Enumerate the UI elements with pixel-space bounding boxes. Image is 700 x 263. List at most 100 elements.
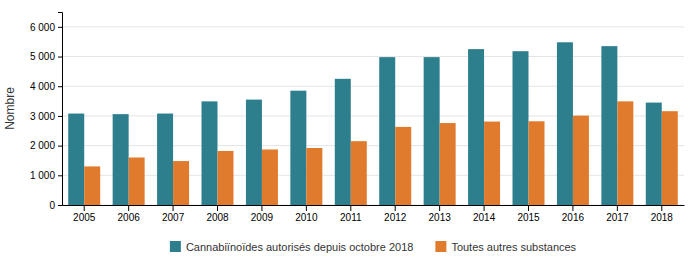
- bar: [468, 49, 484, 205]
- x-tick-label: 2009: [251, 212, 274, 223]
- x-tick-mark: [261, 205, 262, 211]
- legend-item: Toutes autres substances: [435, 241, 576, 253]
- bar: [529, 121, 545, 205]
- x-axis-line: [63, 205, 685, 206]
- x-tick-label: 2014: [473, 212, 496, 223]
- bar: [513, 51, 529, 205]
- bar: [662, 111, 678, 205]
- x-tick-mark: [350, 205, 351, 211]
- x-tick-mark: [217, 205, 218, 211]
- x-tick-label: 2016: [562, 212, 585, 223]
- x-tick-mark: [617, 205, 618, 211]
- x-tick: 2014: [473, 205, 496, 223]
- y-tick-mark: [58, 146, 62, 147]
- bar: [84, 166, 100, 205]
- bar: [129, 157, 145, 205]
- y-tick: 1 000: [30, 170, 62, 181]
- bar: [290, 91, 306, 205]
- y-tick-mark: [58, 116, 62, 117]
- y-tick: 5 000: [30, 51, 62, 62]
- bar: [68, 114, 84, 205]
- grid-line: [62, 205, 684, 206]
- y-tick: 6 000: [30, 22, 62, 33]
- grid-line: [62, 56, 684, 57]
- bar: [646, 103, 662, 205]
- x-tick: 2012: [384, 205, 407, 223]
- x-axis: 2005200620072008200920102011201220132014…: [63, 205, 685, 223]
- chart: 2005200620072008200920102011201220132014…: [0, 0, 700, 263]
- y-tick-mark: [58, 86, 62, 87]
- x-tick: 2013: [429, 205, 452, 223]
- grid-line: [62, 86, 684, 87]
- x-tick: 2008: [206, 205, 229, 223]
- x-tick: 2011: [340, 205, 362, 223]
- bar: [246, 100, 262, 205]
- y-tick-label: 1 000: [30, 170, 55, 181]
- x-tick: 2009: [251, 205, 274, 223]
- y-tick: 3 000: [30, 111, 62, 122]
- x-tick-mark: [173, 205, 174, 211]
- bars: [68, 42, 678, 205]
- x-tick-label: 2008: [206, 212, 229, 223]
- x-tick-mark: [84, 205, 85, 211]
- plot: 2005200620072008200920102011201220132014…: [30, 13, 685, 224]
- x-tick-mark: [572, 205, 573, 211]
- y-tick-label: 3 000: [30, 111, 55, 122]
- x-tick-mark: [128, 205, 129, 211]
- bar: [262, 149, 278, 205]
- x-tick-label: 2013: [429, 212, 452, 223]
- x-tick: 2015: [517, 205, 540, 223]
- x-tick-mark: [306, 205, 307, 211]
- x-tick-label: 2017: [606, 212, 629, 223]
- x-tick: 2017: [606, 205, 629, 223]
- x-tick: 2007: [162, 205, 185, 223]
- y-tick-label: 5 000: [30, 51, 55, 62]
- bar: [202, 101, 218, 205]
- bar-series: [84, 101, 678, 205]
- bar: [351, 141, 367, 205]
- bar: [484, 122, 500, 205]
- y-tick-mark: [58, 205, 62, 206]
- y-axis-line: [58, 13, 63, 206]
- bar: [557, 42, 573, 205]
- bar-series: [68, 42, 662, 205]
- bar: [440, 123, 456, 205]
- x-tick: 2018: [651, 205, 674, 223]
- bar: [218, 151, 234, 205]
- grid: [62, 27, 684, 205]
- y-tick-mark: [58, 175, 62, 176]
- y-tick-label: 2 000: [30, 140, 55, 151]
- x-tick-label: 2007: [162, 212, 185, 223]
- x-tick-label: 2010: [295, 212, 318, 223]
- x-tick: 2010: [295, 205, 318, 223]
- bar: [601, 46, 617, 205]
- bar: [395, 127, 411, 205]
- legend-label: Cannabiïnoïdes autorisés depuis octobre …: [186, 241, 414, 253]
- x-tick: 2006: [118, 205, 141, 223]
- y-axis: 0 1 000 2 000 3 000 4 000 5 000 6 000: [30, 13, 63, 211]
- bar: [573, 116, 589, 205]
- bar: [173, 161, 189, 205]
- x-tick-mark: [528, 205, 529, 211]
- y-tick: 4 000: [30, 81, 62, 92]
- x-tick-label: 2015: [517, 212, 540, 223]
- grid-line: [62, 175, 684, 176]
- bar: [113, 114, 129, 205]
- legend-label: Toutes autres substances: [451, 241, 576, 253]
- x-tick-mark: [439, 205, 440, 211]
- bar: [424, 57, 440, 205]
- grid-line: [62, 115, 684, 116]
- y-tick: 2 000: [30, 140, 62, 151]
- legend: Cannabiïnoïdes autorisés depuis octobre …: [170, 241, 577, 253]
- x-tick-label: 2011: [340, 212, 362, 223]
- y-tick-label: 0: [49, 200, 55, 211]
- x-tick: 2016: [562, 205, 585, 223]
- grid-line: [62, 145, 684, 146]
- x-tick-mark: [661, 205, 662, 211]
- y-tick-mark: [58, 27, 62, 28]
- y-tick-label: 6 000: [30, 22, 55, 33]
- x-tick-mark: [395, 205, 396, 211]
- bar: [335, 79, 351, 205]
- legend-swatch: [435, 241, 446, 252]
- x-tick-mark: [484, 205, 485, 211]
